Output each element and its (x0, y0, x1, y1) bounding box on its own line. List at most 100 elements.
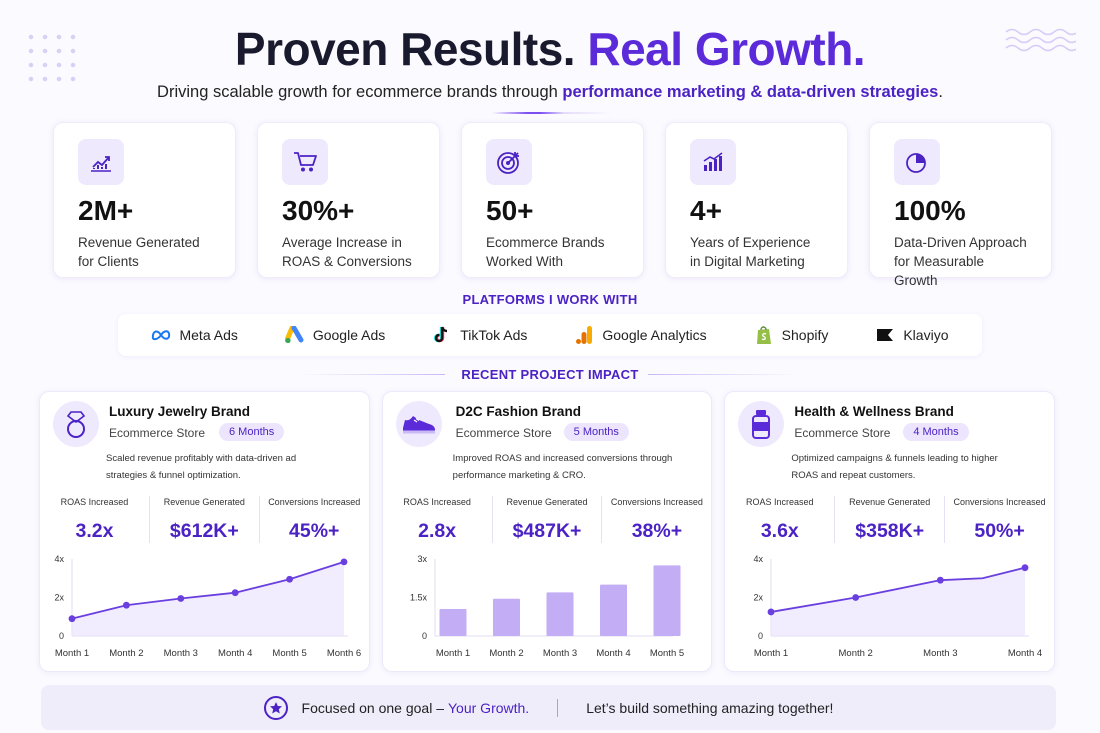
platforms-bar: Meta Ads Google Ads TikTok Ads Google An… (118, 314, 982, 356)
footer-cta: Let’s build something amazing together! (586, 699, 834, 716)
duration-badge: 4 Months (903, 423, 969, 441)
project-card: Health & Wellness Brand Ecommerce Store … (724, 391, 1056, 672)
sneaker-icon (395, 401, 442, 447)
metric: Conversions Increased 45%+ (258, 496, 369, 543)
stat-card: 4+ Years of Experience in Digital Market… (665, 122, 848, 278)
footer-banner: Focused on one goal – Your Growth. Let’s… (41, 685, 1056, 730)
project-type: Ecommerce Store (794, 426, 891, 440)
stat-value: 4+ (690, 195, 722, 226)
series-line (71, 561, 345, 620)
footer-accent: Your Growth. (448, 699, 530, 716)
project-description: Scaled revenue profitably with data-driv… (106, 453, 297, 481)
platform-google-analytics: Google Analytics (574, 325, 707, 345)
bar (439, 609, 467, 636)
stats-row: 2M+ Revenue Generated for Clients 30%+ A… (53, 122, 1053, 288)
data-point (68, 615, 76, 623)
klaviyo-icon (875, 325, 895, 345)
metric-value: 38%+ (631, 520, 683, 542)
metric: Revenue Generated $612K+ (148, 496, 259, 543)
project-metrics: ROAS Increased 3.2x Revenue Generated $612… (40, 496, 369, 543)
metric-label: ROAS Increased (746, 497, 814, 507)
roas-chart: 0 2x 4x Month 1 Month 2 Month 3 Month 4 Month 5… (54, 554, 361, 659)
trend-chart-icon (78, 139, 124, 185)
title-part-2: Real Growth. (587, 23, 866, 75)
project-card: D2C Fashion Brand Ecommerce Store 5 Mont… (381, 391, 713, 672)
stat-label: Years of Experience in Digital Marketing (690, 235, 811, 269)
section-divider-right (648, 374, 798, 375)
platform-label: Google Analytics (602, 327, 707, 343)
duration-badge: 5 Months (563, 423, 629, 441)
stat-card: 50+ Ecommerce Brands Worked With (461, 122, 644, 278)
project-type: Ecommerce Store (455, 426, 552, 440)
x-tick-label: Month 3 (924, 648, 958, 659)
metric-value: 3.6x (760, 520, 799, 542)
x-tick-label: Month 2 (109, 648, 143, 659)
x-tick-label: Month 1 (436, 648, 470, 659)
project-type: Ecommerce Store (109, 426, 206, 440)
bar (546, 592, 574, 636)
metric-label: Revenue Generated (163, 497, 245, 507)
decorative-dots (24, 30, 80, 86)
footer-separator (557, 698, 559, 717)
metric-value: $358K+ (855, 520, 925, 542)
roas-chart: 0 2x 4x Month 1 Month 2 Month 3 Month 4 (754, 554, 1043, 659)
project-metrics: ROAS Increased 3.6x Revenue Generated $358… (725, 496, 1054, 543)
x-tick-label: Month 2 (489, 648, 523, 659)
project-name: Luxury Jewelry Brand (109, 404, 251, 419)
data-point (937, 576, 945, 584)
subtitle-end: . (938, 83, 943, 101)
metric-label: ROAS Increased (403, 497, 471, 507)
metric: Conversions Increased 50%+ (944, 496, 1054, 543)
metric: ROAS Increased 3.6x (725, 496, 834, 543)
metric: Conversions Increased 38%+ (601, 496, 711, 543)
platform-label: Klaviyo (903, 327, 949, 343)
title-underline (492, 112, 612, 114)
x-tick-label: Month 1 (754, 648, 788, 659)
platform-klaviyo: Klaviyo (875, 325, 948, 345)
platform-google-ads: Google Ads (284, 325, 386, 345)
metric-value: $487K+ (512, 520, 582, 542)
page-subtitle: Driving scalable growth for ecommerce br… (0, 83, 1100, 102)
metric-label: Conversions Increased (268, 497, 361, 507)
y-tick-label: 0 (422, 631, 427, 641)
data-point (340, 558, 348, 566)
supplement-bottle-icon (738, 401, 785, 447)
stat-label: Data-Driven Approach for Measurable Grow… (894, 235, 1027, 288)
data-point (767, 608, 775, 616)
platform-label: Shopify (781, 327, 829, 343)
stat-label: Revenue Generated for Clients (78, 235, 200, 269)
stat-card: 30%+ Average Increase in ROAS & Conversi… (257, 122, 440, 278)
platform-shopify: Shopify (754, 325, 829, 345)
metric-label: Conversions Increased (610, 497, 703, 507)
x-tick-label: Month 2 (839, 648, 873, 659)
platform-meta: Meta Ads (151, 325, 238, 345)
metric: Revenue Generated $487K+ (491, 496, 602, 543)
platform-label: Meta Ads (179, 327, 238, 343)
y-tick-label: 2x (54, 593, 64, 603)
stat-label: Average Increase in ROAS & Conversions (282, 235, 412, 269)
x-tick-label: Month 6 (327, 648, 361, 659)
project-description: Optimized campaigns & funnels leading to… (791, 453, 998, 481)
metric: ROAS Increased 3.2x (40, 496, 149, 543)
platform-label: Google Ads (312, 327, 386, 343)
bar (599, 584, 627, 636)
meta-icon (151, 325, 171, 345)
stat-label: Ecommerce Brands Worked With (486, 235, 605, 269)
pie-chart-icon (894, 139, 940, 185)
stat-value: 50+ (486, 195, 534, 226)
section-divider-left (300, 374, 445, 375)
y-tick-label: 0 (59, 631, 64, 641)
stat-card: 100% Data-Driven Approach for Measurable… (869, 122, 1052, 288)
platforms-title: PLATFORMS I WORK WITH (462, 292, 638, 307)
y-tick-label: 0 (758, 631, 763, 641)
project-name: Health & Wellness Brand (794, 404, 954, 419)
metric-label: Revenue Generated (506, 497, 588, 507)
metric-value: 45%+ (289, 520, 340, 542)
shopping-cart-icon (282, 139, 328, 185)
metric: Revenue Generated $358K+ (834, 496, 944, 543)
data-point (852, 594, 860, 601)
ring-icon (53, 401, 99, 447)
x-tick-label: Month 5 (272, 648, 306, 659)
data-point (123, 601, 130, 609)
y-tick-label: 4x (54, 554, 64, 564)
